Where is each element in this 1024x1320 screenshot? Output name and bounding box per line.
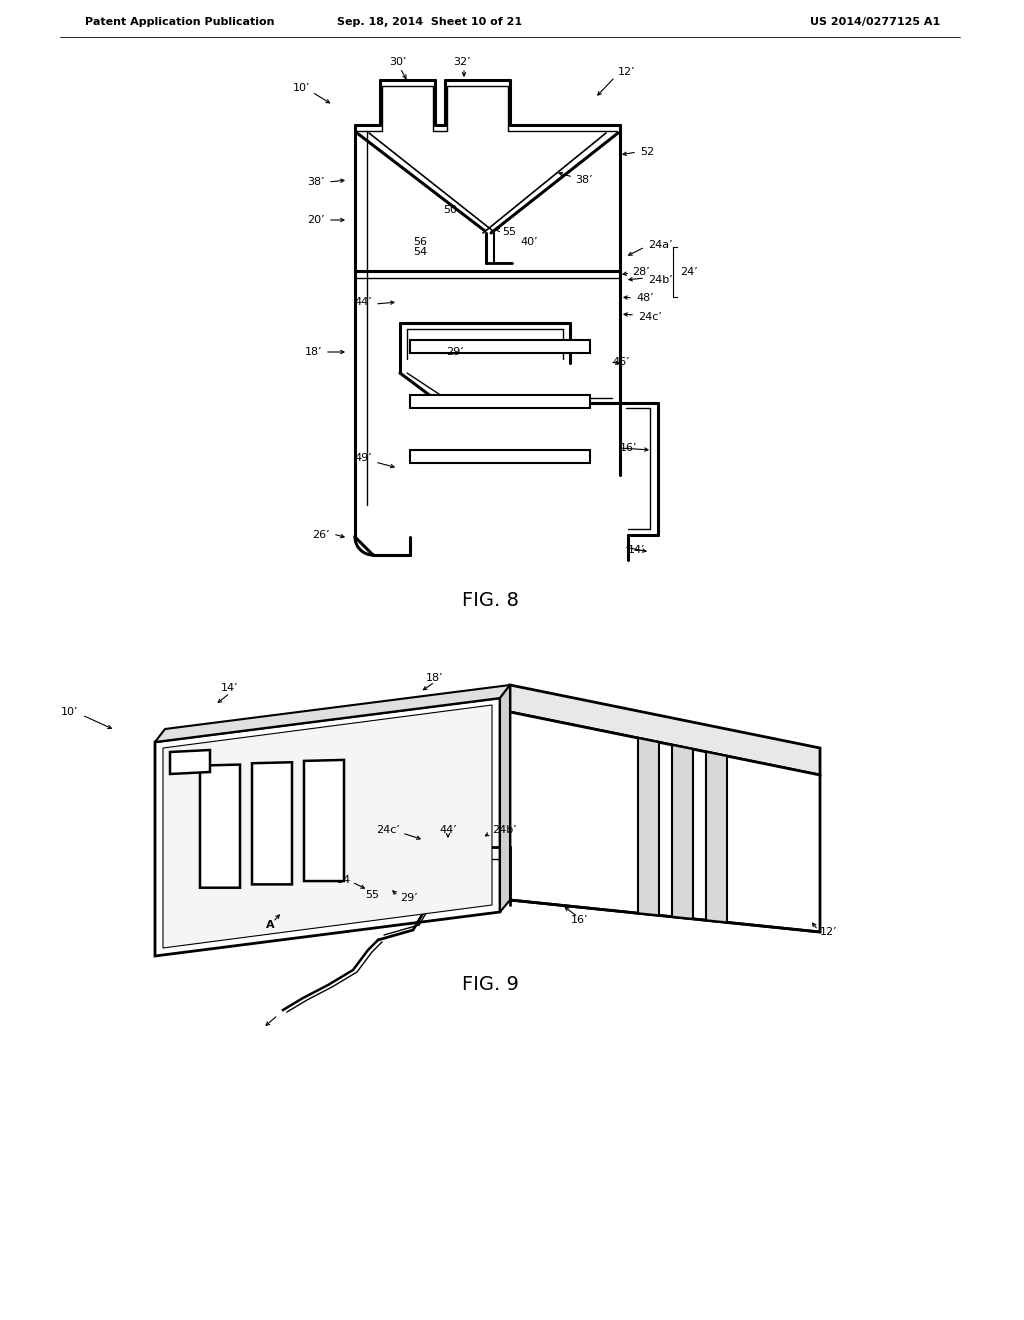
Text: 56: 56 bbox=[413, 238, 427, 247]
Polygon shape bbox=[672, 744, 693, 919]
Polygon shape bbox=[410, 341, 590, 352]
Text: 30’: 30’ bbox=[389, 57, 407, 67]
Text: Sep. 18, 2014  Sheet 10 of 21: Sep. 18, 2014 Sheet 10 of 21 bbox=[338, 17, 522, 26]
Text: 14’: 14’ bbox=[628, 545, 645, 554]
Text: 18’: 18’ bbox=[426, 673, 443, 682]
Text: 24c’: 24c’ bbox=[376, 825, 400, 836]
Text: 49’: 49’ bbox=[354, 453, 372, 463]
Polygon shape bbox=[638, 738, 659, 915]
Text: 10’: 10’ bbox=[60, 708, 78, 717]
Text: 38’: 38’ bbox=[575, 176, 593, 185]
Text: 32’: 32’ bbox=[454, 57, 471, 67]
Text: FIG. 9: FIG. 9 bbox=[462, 975, 518, 994]
Text: 38’: 38’ bbox=[307, 177, 325, 187]
Text: 52: 52 bbox=[640, 147, 654, 157]
Polygon shape bbox=[155, 698, 500, 956]
Text: 54: 54 bbox=[413, 247, 427, 257]
Text: 16’: 16’ bbox=[571, 915, 589, 925]
Text: 24c’: 24c’ bbox=[638, 312, 662, 322]
Text: 29’: 29’ bbox=[446, 347, 464, 356]
Text: 20’: 20’ bbox=[307, 215, 325, 224]
Polygon shape bbox=[304, 760, 344, 880]
Text: 54: 54 bbox=[336, 875, 350, 884]
Polygon shape bbox=[410, 450, 590, 463]
Text: 26’: 26’ bbox=[312, 531, 330, 540]
Text: 24b’: 24b’ bbox=[648, 275, 673, 285]
Text: 14’: 14’ bbox=[221, 682, 239, 693]
Text: 16’: 16’ bbox=[620, 444, 638, 453]
Text: 55: 55 bbox=[365, 890, 379, 900]
Text: US 2014/0277125 A1: US 2014/0277125 A1 bbox=[810, 17, 940, 26]
Text: 40’: 40’ bbox=[520, 238, 538, 247]
Text: 24b’: 24b’ bbox=[492, 825, 517, 836]
Text: 44’: 44’ bbox=[439, 825, 457, 836]
Text: 46’: 46’ bbox=[612, 356, 630, 367]
Text: 24a’: 24a’ bbox=[648, 240, 673, 249]
Text: 55: 55 bbox=[502, 227, 516, 238]
Text: FIG. 8: FIG. 8 bbox=[462, 590, 518, 610]
Text: 18’: 18’ bbox=[304, 347, 322, 356]
Polygon shape bbox=[155, 685, 510, 742]
Polygon shape bbox=[500, 685, 510, 912]
Text: 10’: 10’ bbox=[293, 83, 310, 92]
Text: 29’: 29’ bbox=[400, 894, 418, 903]
Text: 12’: 12’ bbox=[820, 927, 838, 937]
Polygon shape bbox=[510, 711, 820, 932]
Polygon shape bbox=[170, 750, 210, 774]
Text: 48’: 48’ bbox=[636, 293, 653, 304]
Polygon shape bbox=[252, 762, 292, 884]
Polygon shape bbox=[706, 752, 727, 923]
Polygon shape bbox=[510, 685, 820, 775]
Text: 50: 50 bbox=[443, 205, 457, 215]
Text: Patent Application Publication: Patent Application Publication bbox=[85, 17, 274, 26]
Text: A: A bbox=[265, 920, 274, 931]
Text: 24’: 24’ bbox=[680, 267, 697, 277]
Text: 44’: 44’ bbox=[354, 297, 372, 308]
Text: 12’: 12’ bbox=[618, 67, 636, 77]
Polygon shape bbox=[200, 764, 240, 888]
Text: 28’: 28’ bbox=[632, 267, 650, 277]
Polygon shape bbox=[410, 395, 590, 408]
Polygon shape bbox=[163, 705, 492, 948]
